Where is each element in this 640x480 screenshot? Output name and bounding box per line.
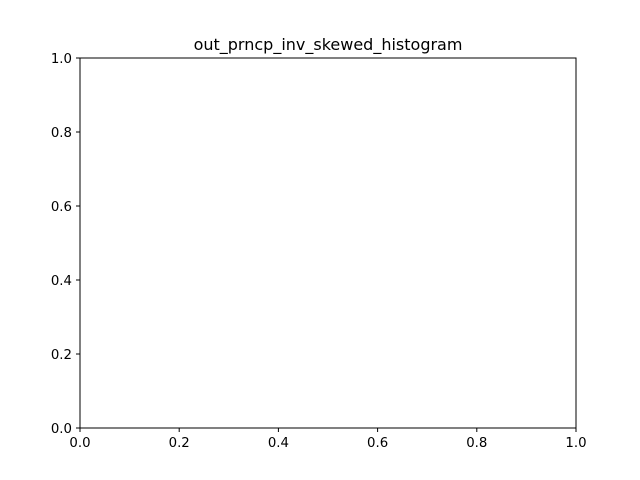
x-tick-label: 0.8 — [466, 436, 487, 451]
plot-area — [79, 57, 577, 429]
x-tick-label: 1.0 — [565, 436, 586, 451]
x-tick-label: 0.0 — [69, 436, 90, 451]
y-tick-label: 0.6 — [51, 200, 72, 215]
chart-title: out_prncp_inv_skewed_histogram — [194, 35, 463, 55]
y-tick-label: 0.2 — [51, 348, 72, 363]
x-tick-label: 0.4 — [268, 436, 289, 451]
y-tick-label: 0.4 — [51, 274, 72, 289]
x-tick-label: 0.6 — [367, 436, 388, 451]
x-axis: 0.0 0.2 0.4 0.6 0.8 1.0 — [69, 428, 587, 451]
y-tick-label: 1.0 — [51, 52, 72, 67]
x-tick-label: 0.2 — [169, 436, 190, 451]
y-tick-label: 0.0 — [51, 422, 72, 437]
y-axis: 0.0 0.2 0.4 0.6 0.8 1.0 — [51, 52, 80, 437]
y-tick-label: 0.8 — [51, 126, 72, 141]
